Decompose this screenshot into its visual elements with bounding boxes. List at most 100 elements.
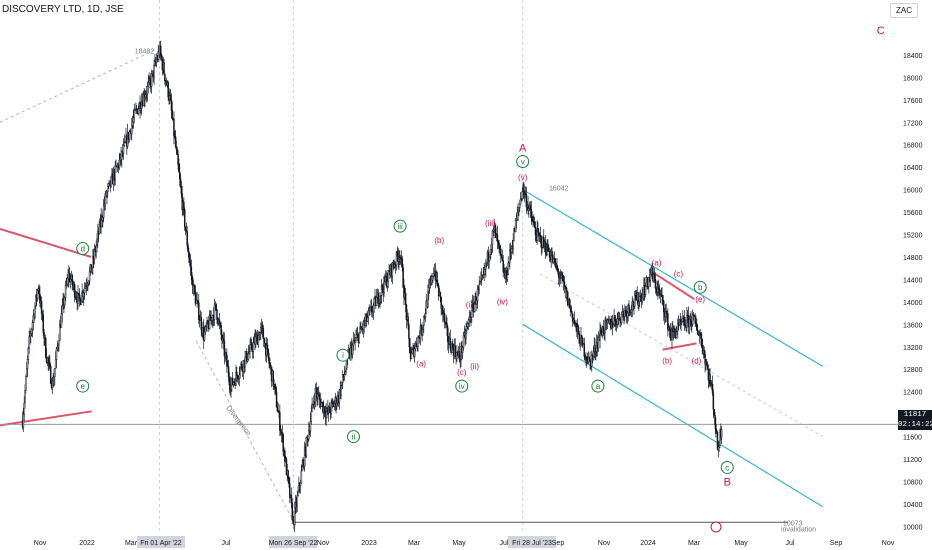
candle-body xyxy=(447,327,449,342)
candle-body xyxy=(588,356,591,360)
candle-body xyxy=(548,250,551,258)
candle-body xyxy=(177,154,179,165)
candle-body xyxy=(147,82,150,87)
candle-body xyxy=(529,205,532,210)
divergence-label: Divergence xyxy=(224,405,251,437)
candle-body xyxy=(507,262,509,275)
price-label-16042: 16042 xyxy=(549,185,569,192)
candle-body xyxy=(187,244,189,252)
candle-body xyxy=(706,364,709,370)
candle-body xyxy=(183,202,185,210)
candle-body xyxy=(683,317,686,325)
candle-body xyxy=(216,309,218,320)
candle-body xyxy=(279,430,282,433)
candle-body xyxy=(173,118,175,137)
candle-body xyxy=(47,357,49,363)
candle-body xyxy=(207,320,209,324)
price-label-18482: 18482 xyxy=(135,48,155,55)
candle-body xyxy=(550,255,552,261)
candle-body xyxy=(581,335,583,339)
wave-circle xyxy=(336,348,350,362)
candle-body xyxy=(688,319,691,328)
time-axis[interactable]: Nov 2022 Mar Fri 01 Apr '22 Jul Mon 26 Sep '2… xyxy=(0,535,932,550)
candle-body xyxy=(219,322,222,326)
candle-body xyxy=(446,323,448,329)
candle-body xyxy=(570,306,572,312)
candle-body xyxy=(58,340,60,346)
candle-body xyxy=(144,97,146,101)
candle-body xyxy=(149,78,151,82)
candle-body xyxy=(602,326,605,334)
candle-body xyxy=(200,317,203,330)
candle-body xyxy=(341,382,343,386)
candle-body xyxy=(26,359,29,369)
candle-body xyxy=(618,312,620,321)
candle-body xyxy=(188,251,190,258)
price-axis[interactable]: 1000010400108001120011600120001240012800… xyxy=(898,0,932,550)
candle-body xyxy=(220,325,222,335)
candle-body xyxy=(42,314,44,333)
candle-body xyxy=(24,390,26,404)
candle-body xyxy=(275,391,278,408)
y-tick-label: 12800 xyxy=(903,367,923,374)
candle-body xyxy=(454,345,456,355)
candle-body xyxy=(69,279,72,282)
candle-body xyxy=(262,328,265,340)
candle-body xyxy=(193,285,196,293)
candle-body xyxy=(38,288,40,295)
candle-body xyxy=(490,249,492,255)
candle-body xyxy=(499,248,502,255)
candle-body xyxy=(669,329,672,336)
candle-body xyxy=(567,291,569,306)
candle-body xyxy=(266,344,269,350)
candle-body xyxy=(297,490,299,496)
candle-body xyxy=(367,310,370,318)
candle-body xyxy=(407,316,409,326)
candle-body xyxy=(34,305,36,318)
currency-badge[interactable]: ZAC xyxy=(890,3,918,18)
candle-body xyxy=(540,236,543,248)
candle-body xyxy=(538,231,540,236)
candle-body xyxy=(442,306,444,315)
candle-body xyxy=(590,354,593,367)
candle-body xyxy=(232,382,235,385)
candle-body xyxy=(179,178,182,187)
candle-body xyxy=(440,296,442,309)
candle-body xyxy=(720,429,723,438)
candle-body xyxy=(325,411,327,418)
candle-body xyxy=(60,313,63,328)
candle-body xyxy=(191,275,193,281)
symbol-title: DISCOVERY LTD, 1D, JSE xyxy=(2,4,124,15)
candle-body xyxy=(174,136,177,147)
candle-body xyxy=(296,495,298,507)
candle-body xyxy=(176,149,179,155)
channel-lower-line xyxy=(522,323,824,508)
candle-body xyxy=(614,317,616,322)
candle-body xyxy=(104,193,107,205)
y-tick-label: 11200 xyxy=(903,457,922,464)
candle-body xyxy=(573,319,576,324)
candle-body xyxy=(164,73,166,82)
candle-body xyxy=(705,362,708,366)
candle-body xyxy=(675,331,677,338)
x-tick-label: Jul xyxy=(500,540,509,547)
candle-body xyxy=(323,406,326,414)
candle-body xyxy=(133,109,135,119)
candle-body xyxy=(578,333,581,344)
last-price-tag: 11817 02:14:22 xyxy=(898,410,932,430)
y-tick-label: 11600 xyxy=(903,435,922,442)
candle-body xyxy=(644,285,647,295)
wave-label-A: A xyxy=(519,142,527,154)
candle-body xyxy=(208,314,211,330)
wave-circle xyxy=(720,460,734,474)
x-tick-label: 2022 xyxy=(79,540,95,547)
candle-body xyxy=(479,281,481,285)
candle-body xyxy=(140,108,142,111)
triangle-bottom-red-line xyxy=(662,342,697,351)
candle-body xyxy=(581,337,584,346)
candle-body xyxy=(375,296,378,307)
candle-body xyxy=(432,276,434,281)
candle-body xyxy=(31,322,34,330)
